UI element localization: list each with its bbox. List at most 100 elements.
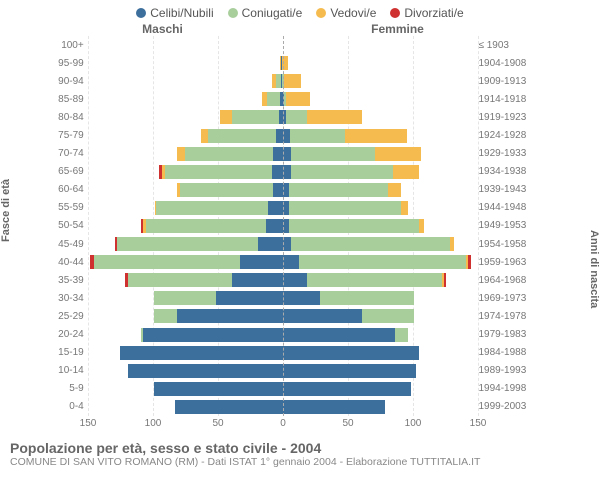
footer: Popolazione per età, sesso e stato civil… [0, 436, 600, 468]
male-bar [88, 74, 281, 88]
male-bar [88, 273, 281, 287]
female-bar [281, 273, 474, 287]
bar-segment [284, 74, 301, 88]
bar-segment [289, 201, 401, 215]
bar-segment [281, 400, 385, 414]
bar-segment [258, 237, 281, 251]
female-bar [281, 201, 474, 215]
bar-segment [291, 237, 450, 251]
pyramid-row: 80-841919-1923 [50, 108, 532, 126]
bar-segment [268, 201, 281, 215]
pyramid-row: 0-41999-2003 [50, 398, 532, 416]
legend-swatch [228, 8, 238, 18]
birth-year-label: 1949-1953 [474, 220, 532, 231]
male-bar [88, 56, 281, 70]
legend-label: Divorziati/e [404, 6, 463, 20]
birth-year-label: 1989-1993 [474, 365, 532, 376]
female-bar [281, 74, 474, 88]
x-tick-label: 100 [405, 418, 422, 429]
x-tick-label: 0 [280, 418, 286, 429]
bar-segment [281, 382, 411, 396]
pyramid-row: 30-341969-1973 [50, 289, 532, 307]
male-bar [88, 183, 281, 197]
legend-swatch [390, 8, 400, 18]
bar-segment [281, 346, 419, 360]
age-label: 65-69 [50, 166, 88, 177]
age-label: 85-89 [50, 94, 88, 105]
male-bar [88, 201, 281, 215]
age-label: 0-4 [50, 401, 88, 412]
bar-segment [444, 273, 447, 287]
female-bar [281, 92, 474, 106]
bar-segment [94, 255, 240, 269]
pyramid-row: 60-641939-1943 [50, 181, 532, 199]
legend-label: Celibi/Nubili [150, 6, 213, 20]
y-right-axis-title: Anni di nascita [588, 230, 600, 242]
bar-segment [281, 291, 320, 305]
bar-segment [393, 165, 419, 179]
bar-segment [201, 129, 209, 143]
chart-rows: 100+≤ 190395-991904-190890-941909-191385… [50, 36, 532, 416]
bar-segment [267, 92, 280, 106]
age-label: 70-74 [50, 148, 88, 159]
birth-year-label: 1944-1948 [474, 202, 532, 213]
x-tick-label: 50 [342, 418, 353, 429]
male-bar [88, 328, 281, 342]
female-bar [281, 400, 474, 414]
female-bar [281, 56, 474, 70]
bar-segment [185, 147, 273, 161]
pyramid-row: 10-14 1989-1993 [50, 362, 532, 380]
bar-segment [273, 183, 281, 197]
bar-segment [289, 183, 388, 197]
bar-segment [320, 291, 414, 305]
x-tick-label: 50 [212, 418, 223, 429]
male-bar [88, 219, 281, 233]
pyramid-row: 35-391964-1968 [50, 271, 532, 289]
age-label: 25-29 [50, 311, 88, 322]
bar-segment [128, 364, 281, 378]
bar-segment [272, 165, 281, 179]
bar-segment [177, 309, 281, 323]
pyramid-row: 5-9 1994-1998 [50, 380, 532, 398]
legend-item: Coniugati/e [228, 6, 303, 20]
bar-segment [307, 273, 442, 287]
bar-segment [281, 309, 362, 323]
bar-segment [281, 273, 307, 287]
pyramid-row: 85-891914-1918 [50, 90, 532, 108]
pyramid-row: 40-441959-1963 [50, 253, 532, 271]
male-bar [88, 400, 281, 414]
bar-segment [401, 201, 409, 215]
female-bar [281, 255, 474, 269]
female-bar [281, 291, 474, 305]
bar-segment [156, 201, 268, 215]
y-left-axis-title: Fasce di età [0, 230, 12, 242]
age-label: 5-9 [50, 383, 88, 394]
male-header: Maschi [0, 22, 265, 36]
column-headers: Maschi Femmine [0, 22, 600, 36]
male-bar [88, 147, 281, 161]
x-tick-label: 150 [470, 418, 487, 429]
birth-year-label: 1939-1943 [474, 184, 532, 195]
bar-segment [180, 183, 274, 197]
birth-year-label: 1994-1998 [474, 383, 532, 394]
pyramid-row: 25-291974-1978 [50, 307, 532, 325]
female-header: Femmine [265, 22, 530, 36]
bar-segment [289, 219, 419, 233]
bar-segment [450, 237, 454, 251]
age-label: 40-44 [50, 257, 88, 268]
female-bar [281, 38, 474, 52]
female-bar [281, 183, 474, 197]
age-label: 10-14 [50, 365, 88, 376]
male-bar [88, 110, 281, 124]
birth-year-label: 1909-1913 [474, 76, 532, 87]
female-bar [281, 237, 474, 251]
female-bar [281, 328, 474, 342]
age-label: 35-39 [50, 275, 88, 286]
bar-segment [388, 183, 401, 197]
legend-item: Celibi/Nubili [136, 6, 213, 20]
bar-segment [291, 165, 392, 179]
male-bar [88, 291, 281, 305]
x-axis: 15010050050100150 [88, 418, 478, 436]
female-bar [281, 165, 474, 179]
bar-segment [120, 346, 281, 360]
